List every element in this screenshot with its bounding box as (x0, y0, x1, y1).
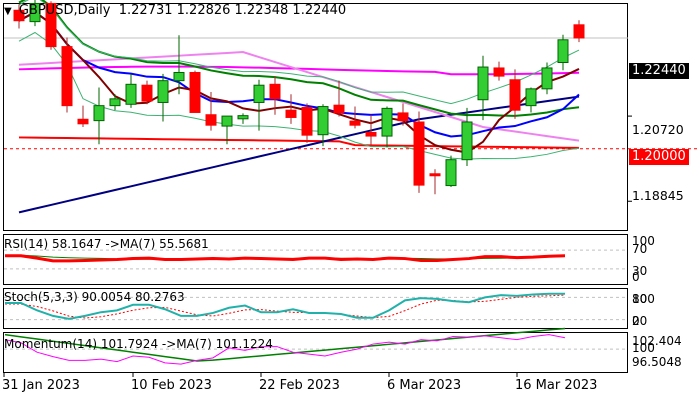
price-plot (4, 0, 700, 214)
price-level-label: 1.20720 (632, 122, 684, 137)
stoch-axis-80: 80 (632, 292, 648, 306)
momentum-plot (4, 327, 628, 365)
stoch-label: Stoch(5,3,3) 90.0054 80.2763 (4, 290, 185, 304)
rsi-panel-frame (3, 234, 628, 285)
price-level-label: 1.18845 (632, 188, 684, 203)
current-price-tag: 1.22440 (629, 63, 689, 79)
main-panel-frame (3, 3, 628, 231)
symbol-label: GBPUSD,Daily (18, 3, 111, 18)
momentum-panel-frame (3, 332, 628, 373)
rsi-plot (4, 249, 628, 270)
axis-ticks (3, 115, 632, 377)
date-label: 6 Mar 2023 (387, 378, 462, 393)
reference-price-tag: 1.20000 (629, 149, 689, 165)
stoch-axis-0: 0 (632, 314, 640, 328)
chart-title: ▼ GBPUSD,Daily 1.22731 1.22826 1.22348 1… (4, 3, 346, 18)
rsi-axis-100: 100 (632, 234, 655, 248)
date-label: 16 Mar 2023 (515, 378, 598, 393)
stoch-axis-100: 100 (632, 292, 655, 306)
rsi-label: RSI(14) 58.1647 ->MA(7) 55.5681 (4, 237, 209, 251)
rsi-axis-30: 30 (632, 264, 648, 278)
momentum-label: Momentum(14) 101.7924 ->MA(7) 101.1224 (4, 337, 273, 351)
stoch-axis-20: 20 (632, 314, 648, 328)
momentum-axis-min: 96.5048 (632, 355, 682, 369)
date-label: 10 Feb 2023 (131, 378, 212, 393)
momentum-axis-max: 102.404 (632, 334, 682, 348)
triangle-down-icon[interactable]: ▼ (4, 6, 12, 17)
rsi-axis-0: 0 (632, 270, 640, 284)
date-label: 31 Jan 2023 (2, 378, 80, 393)
rsi-axis-70: 70 (632, 242, 648, 256)
stoch-panel-frame (3, 288, 628, 329)
date-label: 22 Feb 2023 (259, 378, 340, 393)
momentum-axis-100: 100 (632, 341, 655, 355)
ohlc-values: 1.22731 1.22826 1.22348 1.22440 (118, 3, 347, 18)
stoch-plot (4, 292, 628, 321)
